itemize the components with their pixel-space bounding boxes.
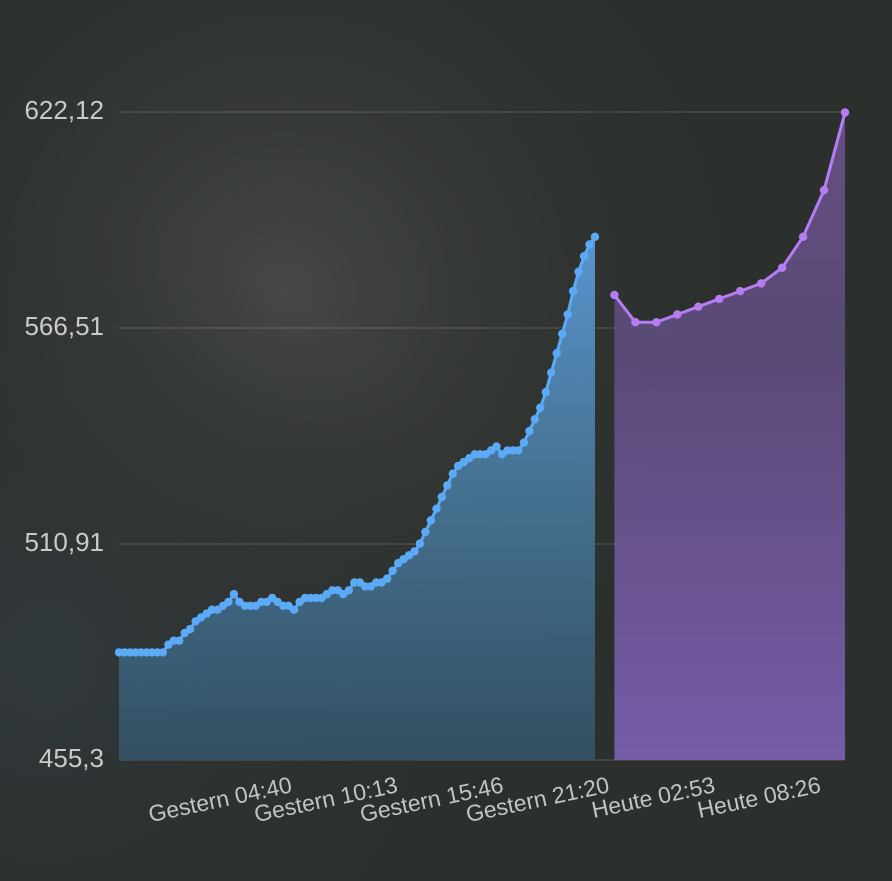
data-point[interactable] (798, 232, 808, 241)
data-point[interactable] (541, 387, 550, 397)
data-point[interactable] (388, 566, 397, 575)
data-point[interactable] (289, 605, 299, 614)
data-point[interactable] (344, 586, 353, 595)
data-point[interactable] (158, 648, 167, 657)
data-point[interactable] (552, 349, 561, 358)
y-tick-label: 455,3 (39, 743, 104, 773)
data-point[interactable] (715, 294, 724, 304)
data-point[interactable] (819, 186, 829, 195)
series-points (114, 108, 850, 657)
data-point[interactable] (590, 232, 600, 241)
data-point[interactable] (777, 263, 787, 272)
data-point[interactable] (563, 310, 572, 319)
data-point[interactable] (673, 310, 682, 319)
data-point[interactable] (492, 442, 501, 451)
data-point[interactable] (525, 426, 534, 436)
data-point[interactable] (610, 290, 619, 300)
data-point[interactable] (229, 589, 239, 599)
data-point[interactable] (579, 252, 589, 261)
data-point[interactable] (185, 624, 195, 634)
y-axis-tick-labels: 622,12 566,51 510,91 455,3 (24, 95, 104, 773)
data-point[interactable] (421, 527, 430, 537)
data-point[interactable] (437, 492, 446, 502)
data-point[interactable] (558, 329, 567, 339)
data-point[interactable] (585, 240, 594, 249)
area-fill-blue (119, 236, 595, 761)
area-fill-purple (614, 112, 845, 760)
data-point[interactable] (519, 438, 529, 447)
data-point[interactable] (448, 469, 457, 478)
data-point[interactable] (757, 279, 766, 288)
data-point[interactable] (410, 547, 419, 556)
y-tick-label: 566,51 (24, 311, 104, 341)
data-point[interactable] (382, 574, 392, 583)
data-point[interactable] (694, 302, 703, 311)
data-point[interactable] (840, 108, 850, 117)
data-point[interactable] (652, 318, 661, 327)
data-point[interactable] (514, 446, 523, 455)
data-point[interactable] (547, 368, 556, 377)
data-point[interactable] (443, 481, 452, 490)
y-tick-label: 510,91 (24, 527, 104, 557)
y-tick-label: 622,12 (24, 95, 104, 125)
data-point[interactable] (568, 286, 578, 296)
data-point[interactable] (426, 516, 436, 525)
data-point[interactable] (736, 286, 745, 296)
data-point[interactable] (536, 403, 545, 412)
series-areas (119, 112, 845, 761)
data-point[interactable] (175, 636, 184, 645)
data-point[interactable] (574, 267, 583, 276)
data-point[interactable] (432, 504, 441, 513)
data-point[interactable] (224, 597, 233, 607)
data-point[interactable] (631, 318, 640, 327)
data-point[interactable] (530, 415, 539, 424)
data-point[interactable] (415, 539, 425, 548)
